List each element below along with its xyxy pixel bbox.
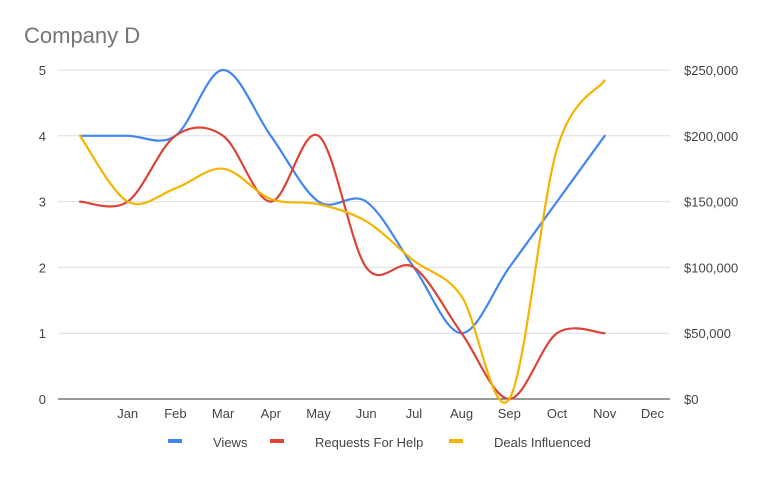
legend-swatch-deals-influenced [449, 439, 463, 443]
left-tick-label: 5 [39, 63, 46, 78]
legend-label-views: Views [213, 435, 248, 450]
x-axis-ticks: Jan Feb Mar Apr May Jun Jul Aug Sep Oct Nov Dec [117, 406, 664, 421]
right-tick-label: $50,000 [684, 326, 731, 341]
series-line-deals-influenced [78, 79, 606, 404]
gridlines [58, 69, 670, 400]
left-axis-ticks: 0 1 2 3 4 5 [39, 63, 46, 407]
right-axis-ticks: $0 $50,000 $100,000 $150,000 $200,000 $250,00… [684, 63, 738, 407]
series-line-requests-for-help [78, 126, 606, 401]
left-tick-label: 2 [39, 260, 46, 275]
right-tick-label: $100,000 [684, 260, 738, 275]
left-tick-label: 3 [39, 195, 46, 210]
left-tick-label: 1 [39, 326, 46, 341]
chart-title: Company D [24, 23, 140, 48]
right-tick-label: $150,000 [684, 195, 738, 210]
x-tick-label: May [306, 406, 331, 421]
right-tick-label: $250,000 [684, 63, 738, 78]
x-tick-label: Feb [164, 406, 186, 421]
legend-swatch-requests-for-help [270, 439, 284, 443]
x-tick-label: Mar [212, 406, 235, 421]
x-tick-label: Jun [356, 406, 377, 421]
legend-label-requests-for-help: Requests For Help [315, 435, 423, 450]
legend-label-deals-influenced: Deals Influenced [494, 435, 591, 450]
x-tick-label: Oct [547, 406, 568, 421]
series-lines [78, 68, 606, 404]
x-tick-label: Sep [498, 406, 521, 421]
x-tick-label: Apr [261, 406, 282, 421]
legend: Views Requests For Help Deals Influenced [168, 435, 591, 450]
x-tick-label: Jan [117, 406, 138, 421]
left-tick-label: 4 [39, 129, 46, 144]
legend-swatch-views [168, 439, 182, 443]
x-tick-label: Nov [593, 406, 617, 421]
left-tick-label: 0 [39, 392, 46, 407]
right-tick-label: $0 [684, 392, 698, 407]
right-tick-label: $200,000 [684, 129, 738, 144]
x-tick-label: Dec [641, 406, 665, 421]
x-tick-label: Aug [450, 406, 473, 421]
x-tick-label: Jul [406, 406, 423, 421]
